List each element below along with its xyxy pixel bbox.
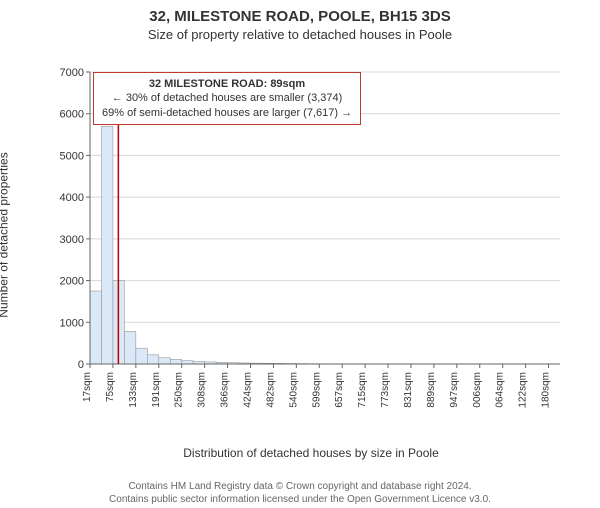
y-axis-label-text: Number of detached properties: [0, 152, 11, 317]
annotation-line-1: 32 MILESTONE ROAD: 89sqm: [102, 77, 352, 91]
annotation-line-3: 69% of semi-detached houses are larger (…: [102, 106, 352, 120]
svg-text:6000: 6000: [60, 109, 84, 121]
svg-text:599sqm: 599sqm: [311, 372, 322, 408]
x-axis-label: Distribution of detached houses by size …: [56, 446, 566, 460]
page-subtitle: Size of property relative to detached ho…: [0, 27, 600, 42]
svg-text:1180sqm: 1180sqm: [541, 372, 552, 408]
footer-attribution: Contains HM Land Registry data © Crown c…: [0, 480, 600, 506]
y-axis-label: Number of detached properties: [0, 64, 11, 406]
svg-text:7000: 7000: [60, 67, 84, 79]
svg-text:657sqm: 657sqm: [334, 372, 345, 408]
svg-text:889sqm: 889sqm: [426, 372, 437, 408]
svg-text:3000: 3000: [60, 234, 84, 246]
svg-text:773sqm: 773sqm: [380, 372, 391, 408]
svg-text:1000: 1000: [60, 317, 84, 329]
svg-text:2000: 2000: [60, 276, 84, 288]
svg-text:1064sqm: 1064sqm: [495, 372, 506, 408]
svg-text:1006sqm: 1006sqm: [472, 372, 483, 408]
svg-text:482sqm: 482sqm: [265, 372, 276, 408]
svg-text:540sqm: 540sqm: [288, 372, 299, 408]
svg-text:4000: 4000: [60, 192, 84, 204]
annotation-line-2: ← 30% of detached houses are smaller (3,…: [102, 91, 352, 105]
svg-text:75sqm: 75sqm: [105, 372, 116, 402]
annotation-box: 32 MILESTONE ROAD: 89sqm ← 30% of detach…: [93, 72, 361, 125]
svg-text:831sqm: 831sqm: [403, 372, 414, 408]
svg-text:947sqm: 947sqm: [449, 372, 460, 408]
svg-text:0: 0: [78, 359, 84, 371]
svg-text:424sqm: 424sqm: [242, 372, 253, 408]
svg-text:1122sqm: 1122sqm: [518, 372, 529, 408]
svg-text:17sqm: 17sqm: [82, 372, 93, 402]
svg-text:366sqm: 366sqm: [220, 372, 231, 408]
svg-text:308sqm: 308sqm: [197, 372, 208, 408]
svg-text:133sqm: 133sqm: [128, 372, 139, 408]
svg-text:715sqm: 715sqm: [357, 372, 368, 408]
footer-line-1: Contains HM Land Registry data © Crown c…: [0, 480, 600, 493]
svg-text:5000: 5000: [60, 150, 84, 162]
page-title: 32, MILESTONE ROAD, POOLE, BH15 3DS: [0, 8, 600, 25]
svg-text:191sqm: 191sqm: [151, 372, 162, 408]
svg-text:250sqm: 250sqm: [174, 372, 185, 408]
